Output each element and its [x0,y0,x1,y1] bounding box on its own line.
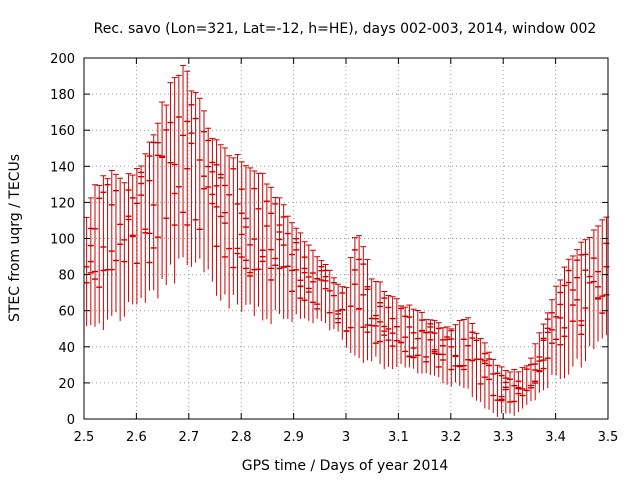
y-axis-label: STEC from uqrg / TECUs [7,154,23,322]
x-axis-label: GPS time / Days of year 2014 [242,458,449,474]
x-tick-label: 3.4 [545,430,566,445]
x-tick-label: 2.6 [126,430,147,445]
y-tick-label: 0 [67,413,75,428]
y-tick-label: 40 [58,341,75,356]
y-tick-label: 60 [58,305,75,320]
x-tick-label: 2.5 [74,430,95,445]
x-tick-label: 3.3 [493,430,514,445]
y-tick-label: 200 [50,52,75,67]
x-tick-label: 2.9 [283,430,304,445]
y-tick-label: 20 [58,377,75,392]
y-tick-label: 140 [50,160,75,175]
x-tick-label: 2.7 [178,430,199,445]
x-tick-label: 2.8 [231,430,252,445]
y-tick-label: 80 [58,269,75,284]
data-series [83,65,610,417]
x-tick-label: 3.1 [388,430,409,445]
chart-title: Rec. savo (Lon=321, Lat=-12, h=HE), days… [94,21,597,37]
grid-lines [84,58,608,419]
y-tick-label: 160 [50,124,75,139]
x-tick-label: 3.5 [598,430,619,445]
y-tick-label: 100 [50,233,75,248]
x-tick-label: 3 [342,430,350,445]
y-tick-label: 180 [50,88,75,103]
x-tick-label: 3.2 [440,430,461,445]
axis-ticks: 2.5 2.6 2.7 2.8 2.9 3 3.1 3.2 3.3 3.4 3.5 0 20 40 60 80… [50,52,618,445]
y-tick-label: 120 [50,196,75,211]
